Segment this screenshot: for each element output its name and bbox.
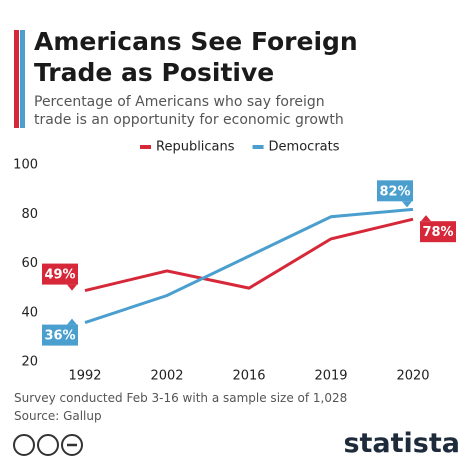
license-icons: [13, 434, 83, 456]
y-tick-label: 100: [13, 158, 38, 173]
y-tick-label: 60: [21, 256, 38, 271]
value-label: 49%: [44, 268, 75, 283]
value-label-pointer: [67, 284, 77, 291]
legend-label: Republicans: [156, 140, 235, 155]
accent-red: [14, 30, 19, 128]
x-tick-label: 2019: [314, 369, 347, 381]
legend-label: Democrats: [269, 140, 340, 155]
accent-blue: [20, 30, 25, 128]
x-tick-label: 2002: [150, 369, 183, 381]
y-tick-label: 80: [21, 207, 38, 222]
x-tick-label: 1992: [68, 369, 101, 381]
value-label: 36%: [44, 329, 75, 344]
series-line: [84, 207, 414, 325]
value-label-pointer: [67, 318, 77, 325]
value-label-box: [42, 263, 78, 285]
chart: 20 40 60 80 100 1992 2002 2016 2019 2020 Republica…: [13, 140, 456, 381]
x-tick-label: 2020: [396, 369, 429, 381]
y-tick-label: 40: [21, 305, 38, 320]
value-label: 82%: [379, 184, 410, 199]
x-tick-label: 2016: [232, 369, 265, 381]
value-label-box: [42, 324, 78, 346]
value-label-pointer: [421, 215, 431, 222]
value-label: 78%: [422, 225, 453, 240]
value-label-pointer: [402, 201, 412, 208]
chart-title: Americans See Foreign Trade as Positive: [34, 27, 358, 87]
value-label-box: [377, 180, 413, 202]
brand: statista: [343, 428, 460, 459]
series-line: [84, 217, 414, 293]
y-tick-label: 20: [21, 355, 38, 370]
source: Source: Gallup: [14, 409, 102, 423]
value-label-box: [420, 221, 456, 243]
chart-subtitle: Percentage of Americans who say foreign …: [34, 94, 344, 128]
note: Survey conducted Feb 3-16 with a sample …: [14, 391, 348, 405]
